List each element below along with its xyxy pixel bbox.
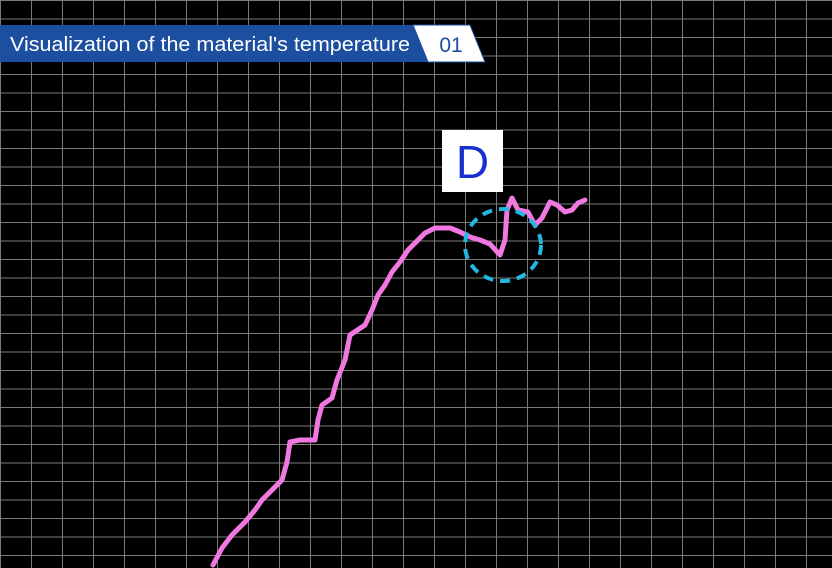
temperature-curve <box>210 195 588 568</box>
banner-number-box <box>412 24 486 63</box>
banner-number: 01 <box>439 34 462 57</box>
banner-bar <box>0 25 432 62</box>
highlight-circle <box>463 207 543 283</box>
marker-label: D <box>456 136 489 188</box>
banner-title: Visualization of the material's temperat… <box>10 34 410 56</box>
marker-box <box>442 130 503 192</box>
marker: D <box>442 130 503 192</box>
banner: Visualization of the material's temperat… <box>0 24 486 63</box>
